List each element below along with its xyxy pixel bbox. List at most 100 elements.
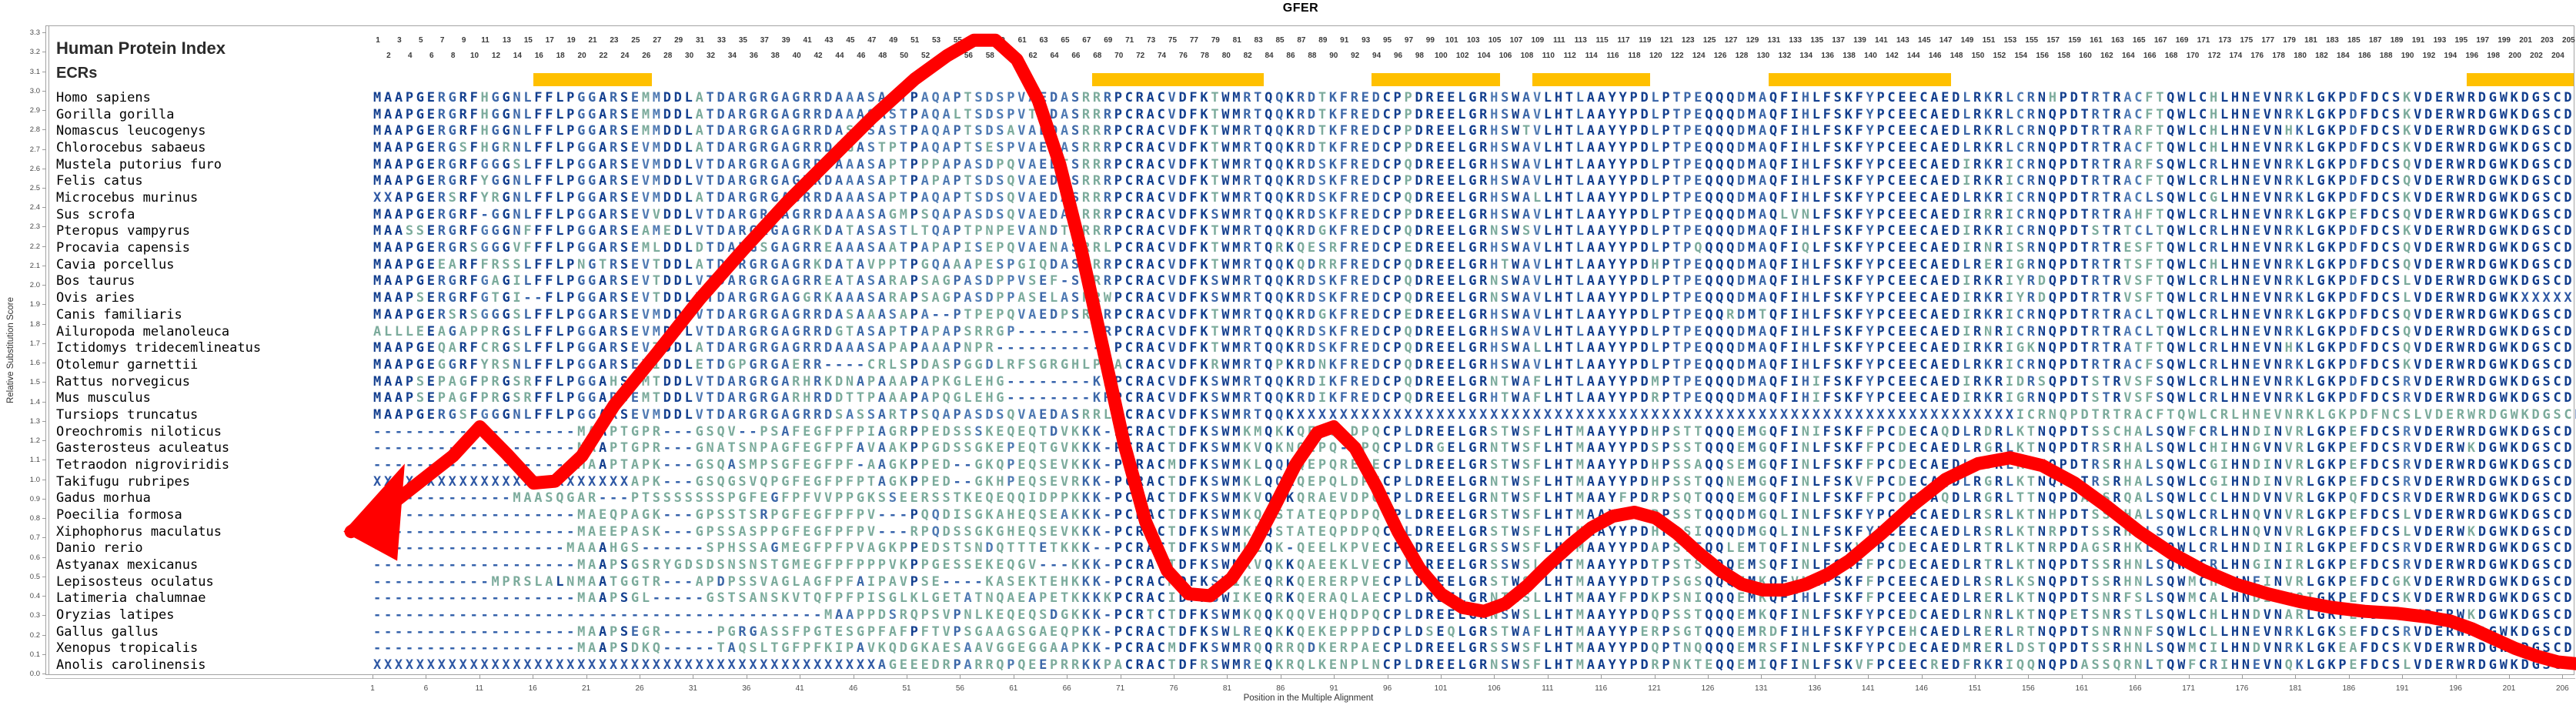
sequence-row: ----------------------------------------…: [373, 607, 2575, 623]
x-axis-title: Position in the Multiple Alignment: [1243, 694, 1374, 703]
species-name[interactable]: Tursiops truncatus: [56, 406, 199, 423]
column-number: 10: [469, 52, 479, 60]
species-name[interactable]: Ovis aries: [56, 290, 135, 306]
species-name[interactable]: Canis familiaris: [56, 306, 182, 323]
x-tick-label: 121: [1648, 684, 1661, 693]
column-number: 64: [1050, 52, 1059, 60]
species-name[interactable]: Astyanax mexicanus: [56, 557, 199, 573]
y-tick-label: 0.8: [29, 514, 40, 523]
column-number: 142: [1886, 52, 1899, 60]
species-name[interactable]: Felis catus: [56, 173, 143, 189]
sequence-row: MAAPGERGRSGGGVFFFLPGGARSEMLDDLDTDARGSGAG…: [373, 240, 2575, 256]
x-tick-label: 136: [1808, 684, 1822, 693]
x-tick-mark: [586, 675, 587, 679]
y-tick-mark: [42, 382, 46, 383]
column-number: 82: [1243, 52, 1252, 60]
species-name[interactable]: Mustela putorius furo: [56, 156, 222, 172]
sequence-row: MAAPGERSRSGGGSLFFLPGGARSEVMDDLVTDARGRGAG…: [373, 306, 2575, 323]
species-name[interactable]: Anolis carolinensis: [56, 657, 206, 674]
species-name[interactable]: Ailuropoda melanoleuca: [56, 323, 230, 339]
species-name[interactable]: Chlorocebus sabaeus: [56, 140, 206, 156]
column-number: 110: [1542, 52, 1555, 60]
x-tick-mark: [2348, 675, 2350, 679]
x-tick-mark: [960, 675, 961, 679]
sequence-row: -------------------MAAPSGL-----GSTSANSKV…: [373, 590, 2575, 607]
column-number: 185: [2347, 36, 2360, 45]
y-tick-label: 2.7: [29, 145, 40, 154]
species-name[interactable]: Lepisosteus oculatus: [56, 573, 214, 590]
species-name[interactable]: Gallus gallus: [56, 623, 159, 640]
column-number: 99: [1425, 36, 1435, 45]
species-name[interactable]: Latimeria chalumnae: [56, 590, 206, 607]
species-name[interactable]: Poecilia formosa: [56, 507, 182, 523]
sequence-row: MAAPGERGSFHGRNLFFLPGGARSEVMDDLATDARGRGAG…: [373, 140, 2575, 156]
sequence-row: MAAPGERGRFGAGILFFLPGGARSEVTDDLVTDARGRGAG…: [373, 273, 2575, 289]
column-number: 65: [1061, 36, 1070, 45]
column-number: 135: [1810, 36, 1824, 45]
species-name[interactable]: Tetraodon nigroviridis: [56, 456, 230, 473]
species-name[interactable]: Nomascus leucogenys: [56, 123, 206, 139]
sequence-row: -------------MAASQGAR---PTSSSSSSSPGFEGFP…: [373, 490, 2575, 506]
x-tick-mark: [1761, 675, 1762, 679]
y-tick-label: 2.8: [29, 125, 40, 135]
x-tick-mark: [1334, 675, 1335, 679]
ecr-region-bar[interactable]: [1768, 73, 1952, 86]
column-number: 24: [620, 52, 630, 60]
x-tick-label: 36: [742, 684, 751, 693]
species-name[interactable]: Cavia porcellus: [56, 256, 175, 272]
column-number: 6: [429, 52, 434, 60]
species-name[interactable]: Microcebus murinus: [56, 190, 199, 206]
column-number: 140: [1864, 52, 1877, 60]
species-name[interactable]: Procavia capensis: [56, 240, 190, 256]
species-name[interactable]: Homo sapiens: [56, 90, 151, 105]
column-number: 152: [1993, 52, 2006, 60]
species-name[interactable]: Takifugu rubripes: [56, 473, 190, 490]
ecr-region-bar[interactable]: [1091, 73, 1265, 86]
species-name[interactable]: Oryzias latipes: [56, 607, 175, 623]
column-number: 77: [1189, 36, 1198, 45]
column-number: 60: [1007, 52, 1016, 60]
x-tick-label: 161: [2075, 684, 2089, 693]
species-name[interactable]: Gasterosteus aculeatus: [56, 440, 230, 456]
column-number: 46: [857, 52, 866, 60]
column-number: 138: [1843, 52, 1856, 60]
column-number: 111: [1553, 36, 1565, 45]
species-name[interactable]: Ictidomys tridecemlineatus: [56, 340, 262, 356]
column-number: 34: [727, 52, 737, 60]
species-name[interactable]: Xenopus tropicalis: [56, 640, 199, 657]
species-name[interactable]: Gorilla gorilla: [56, 106, 175, 122]
ecr-region-bar[interactable]: [1371, 73, 1501, 86]
ecr-region-bar[interactable]: [2466, 73, 2574, 86]
x-tick-mark: [2081, 675, 2083, 679]
column-number: 2: [386, 52, 391, 60]
species-name[interactable]: Bos taurus: [56, 273, 135, 289]
column-number: 72: [1136, 52, 1145, 60]
column-number: 69: [1104, 36, 1113, 45]
species-name[interactable]: Sus scrofa: [56, 206, 135, 222]
column-number: 86: [1286, 52, 1295, 60]
species-name[interactable]: Mus musculus: [56, 390, 151, 406]
species-name[interactable]: Otolemur garnettii: [56, 356, 199, 373]
ecr-region-bar[interactable]: [1532, 73, 1651, 86]
species-name[interactable]: Oreochromis niloticus: [56, 423, 222, 440]
x-tick-label: 106: [1488, 684, 1501, 693]
column-number: 156: [2036, 52, 2050, 60]
column-number: 79: [1211, 36, 1220, 45]
column-number: 180: [2294, 52, 2307, 60]
column-number: 8: [450, 52, 456, 60]
column-number: 23: [610, 36, 619, 45]
species-name[interactable]: Pteropus vampyrus: [56, 223, 190, 239]
column-number: 75: [1168, 36, 1178, 45]
species-name[interactable]: Xiphophorus maculatus: [56, 523, 222, 540]
species-name[interactable]: Rattus norvegicus: [56, 373, 190, 389]
column-number: 48: [878, 52, 887, 60]
column-number: 104: [1477, 52, 1491, 60]
column-number: 106: [1498, 52, 1512, 60]
species-name[interactable]: Gadus morhua: [56, 490, 151, 506]
y-tick-mark: [42, 401, 46, 403]
species-name[interactable]: Danio rerio: [56, 540, 143, 557]
ecr-region-bar[interactable]: [533, 73, 652, 86]
x-tick-label: 101: [1434, 684, 1448, 693]
column-number: 73: [1147, 36, 1156, 45]
column-number: 25: [631, 36, 640, 45]
